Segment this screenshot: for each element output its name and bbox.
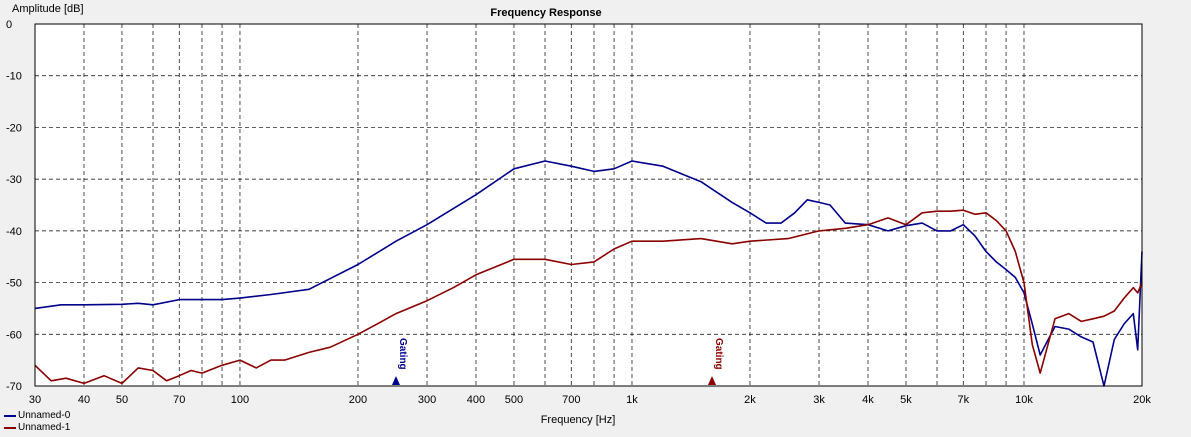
y-tick-label: -40 — [6, 226, 22, 238]
plot-frame — [34, 23, 1143, 387]
legend-swatch-series-1 — [4, 427, 16, 429]
x-tick-labels: 30 40 50 70 100 200 300 400 500 700 1k 2k 3k 4k 5k 7k 10… — [29, 394, 1151, 406]
legend-item-series-1: Unnamed-1 — [4, 422, 70, 434]
y-tick-label: -30 — [6, 174, 22, 186]
y-tick-label: -70 — [6, 381, 22, 393]
plot-area — [35, 24, 1142, 386]
x-tick-label: 2k — [744, 394, 756, 406]
x-tick-label: 3k — [813, 394, 825, 406]
series-line-1 — [34, 209, 1143, 385]
y-tick-label: 0 — [6, 19, 12, 31]
x-tick-label: 100 — [231, 394, 249, 406]
x-tick-label: 400 — [467, 394, 485, 406]
x-tick-label: 300 — [418, 394, 436, 406]
x-tick-label: 700 — [562, 394, 580, 406]
x-tick-label: 200 — [349, 394, 367, 406]
legend-item-series-0: Unnamed-0 — [4, 410, 70, 422]
legend-label-series-1: Unnamed-1 — [18, 422, 71, 433]
x-tick-label: 70 — [173, 394, 185, 406]
y-tick-label: -10 — [6, 71, 22, 83]
gating-markers: Gating Gating — [391, 338, 724, 385]
y-tick-labels: 0 -10 -20 -30 -40 -50 -60 -70 — [6, 19, 22, 393]
gating-marker-1 — [708, 376, 717, 385]
x-axis-label: Frequency [Hz] — [541, 414, 616, 426]
y-tick-label: -20 — [6, 122, 22, 134]
x-tick-label: 7k — [957, 394, 969, 406]
legend-label-series-0: Unnamed-0 — [18, 410, 71, 421]
legend-swatch-series-0 — [4, 415, 16, 417]
y-tick-label: -50 — [6, 278, 22, 290]
x-tick-label: 1k — [626, 394, 638, 406]
series-line-0 — [34, 160, 1143, 387]
x-tick-label: 50 — [116, 394, 128, 406]
grid-lines — [35, 24, 1142, 386]
series-layer — [34, 160, 1143, 387]
gating-label-1: Gating — [713, 338, 724, 370]
x-tick-label: 30 — [29, 394, 41, 406]
x-tick-label: 4k — [862, 394, 874, 406]
x-tick-label: 20k — [1133, 394, 1151, 406]
y-axis-label: Amplitude [dB] — [12, 3, 84, 15]
chart-title: Frequency Response — [490, 7, 601, 19]
x-tick-label: 40 — [78, 394, 90, 406]
x-tick-label: 500 — [505, 394, 523, 406]
x-tick-label: 5k — [900, 394, 912, 406]
legend: Unnamed-0 Unnamed-1 — [4, 410, 70, 434]
x-tick-label: 10k — [1015, 394, 1033, 406]
gating-marker-0 — [391, 376, 400, 385]
gating-label-0: Gating — [397, 338, 408, 370]
y-tick-label: -60 — [6, 329, 22, 341]
